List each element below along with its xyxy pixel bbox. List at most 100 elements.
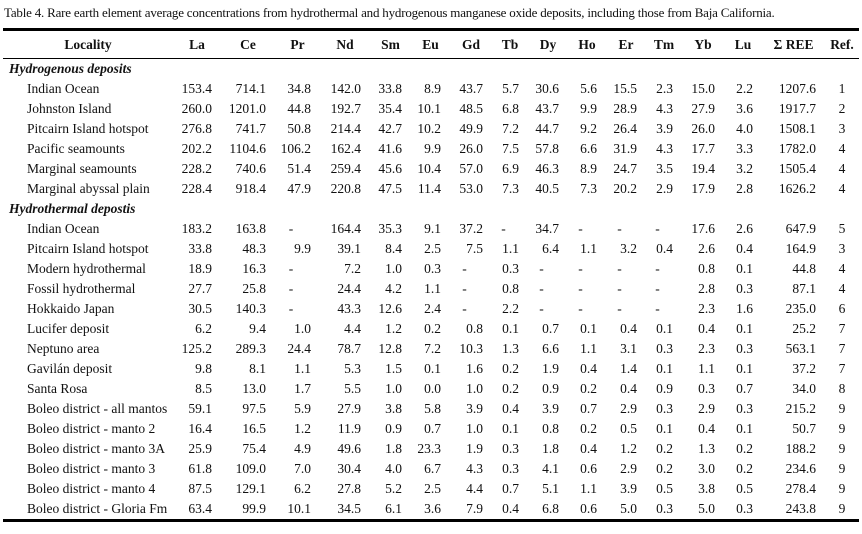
value-cell: 97.5	[242, 401, 266, 416]
value-cell: -	[539, 301, 544, 316]
value-cell: 0.2	[656, 441, 673, 456]
value-cell: 7	[838, 361, 846, 376]
value-cell: 34.7	[535, 221, 559, 236]
value-cell: 5.0	[698, 501, 715, 516]
value-cell: 0.4	[698, 421, 715, 436]
value-cell: 0.3	[656, 401, 673, 416]
value-cell: 0.4	[698, 321, 715, 336]
locality-cell: Boleo district - manto 4	[27, 481, 156, 496]
value-cell: 9	[838, 461, 846, 476]
value-cell: 4.2	[385, 281, 402, 296]
table-row: Neptuno area 125.2 289.3 24.4 78.7 12.8 7.2 10.…	[3, 339, 859, 359]
value-cell: 228.2	[181, 161, 212, 176]
table-row: Indian Ocean 183.2 163.8 - 164.4 35.3 9.1 37.2 -…	[3, 219, 859, 239]
value-cell: 25.8	[242, 281, 266, 296]
column-header: Pr	[275, 29, 320, 59]
locality-cell: Boleo district - Gloria Fm	[27, 501, 168, 516]
value-cell: 106.2	[280, 141, 311, 156]
value-cell: 0.1	[656, 321, 673, 336]
value-cell: 23.3	[417, 441, 441, 456]
value-cell: 7	[838, 321, 846, 336]
column-header: Ref.	[825, 29, 859, 59]
value-cell: 0.2	[736, 461, 753, 476]
value-cell: 39.1	[337, 241, 361, 256]
value-cell: 1.3	[502, 341, 519, 356]
locality-cell: Gavilán deposit	[27, 361, 113, 376]
value-cell: 9.2	[580, 121, 597, 136]
value-cell: 1505.4	[778, 161, 816, 176]
value-cell: 3.9	[466, 401, 483, 416]
table-row: Pitcairn Island hotspot 276.8 741.7 50.8 214…	[3, 119, 859, 139]
value-cell: 714.1	[235, 81, 266, 96]
value-cell: 7.3	[502, 181, 519, 196]
column-header: Tm	[646, 29, 682, 59]
value-cell: 24.4	[337, 281, 361, 296]
value-cell: 163.8	[235, 221, 266, 236]
value-cell: 3.8	[385, 401, 402, 416]
locality-cell: Pacific seamounts	[27, 141, 125, 156]
column-header: Er	[606, 29, 646, 59]
value-cell: 1917.7	[778, 101, 816, 116]
value-cell: 1626.2	[778, 181, 816, 196]
value-cell: 0.2	[502, 361, 519, 376]
value-cell: 15.5	[613, 81, 637, 96]
value-cell: 44.8	[287, 101, 311, 116]
value-cell: 1.1	[294, 361, 311, 376]
table-body: Hydrogenous deposits Indian Ocean 153.4 714…	[3, 59, 859, 521]
value-cell: 0.8	[466, 321, 483, 336]
value-cell: 12.6	[378, 301, 402, 316]
value-cell: 0.3	[656, 341, 673, 356]
value-cell: 3.9	[620, 481, 637, 496]
value-cell: 5.2	[385, 481, 402, 496]
table-row: Johnston Island 260.0 1201.0 44.8 192.7 35.4 1…	[3, 99, 859, 119]
value-cell: 0.9	[656, 381, 673, 396]
value-cell: 2.2	[736, 81, 753, 96]
value-cell: 125.2	[181, 341, 212, 356]
column-header: Eu	[411, 29, 450, 59]
value-cell: 6.4	[542, 241, 559, 256]
value-cell: 7.5	[502, 141, 519, 156]
value-cell: 0.9	[385, 421, 402, 436]
value-cell: 53.0	[459, 181, 483, 196]
value-cell: -	[462, 301, 467, 316]
value-cell: 16.3	[242, 261, 266, 276]
value-cell: 6.8	[542, 501, 559, 516]
value-cell: -	[617, 261, 622, 276]
value-cell: 2.9	[656, 181, 673, 196]
value-cell: 0.8	[502, 281, 519, 296]
locality-cell: Indian Ocean	[27, 81, 100, 96]
value-cell: 563.1	[785, 341, 816, 356]
value-cell: 34.0	[792, 381, 816, 396]
value-cell: 10.1	[417, 101, 441, 116]
locality-cell: Marginal seamounts	[27, 161, 137, 176]
value-cell: 215.2	[785, 401, 816, 416]
value-cell: 87.1	[792, 281, 816, 296]
value-cell: 1782.0	[778, 141, 816, 156]
value-cell: 164.4	[330, 221, 361, 236]
value-cell: 4.3	[656, 101, 673, 116]
value-cell: 0.4	[580, 441, 597, 456]
value-cell: 57.8	[535, 141, 559, 156]
table-row: Indian Ocean 153.4 714.1 34.8 142.0 33.8 8.9 43…	[3, 79, 859, 99]
value-cell: 75.4	[242, 441, 266, 456]
value-cell: 51.4	[287, 161, 311, 176]
value-cell: 26.0	[459, 141, 483, 156]
value-cell: 1.2	[294, 421, 311, 436]
value-cell: 2.9	[698, 401, 715, 416]
value-cell: 0.7	[502, 481, 519, 496]
value-cell: 2	[838, 101, 846, 116]
value-cell: 1.2	[385, 321, 402, 336]
value-cell: 10.2	[417, 121, 441, 136]
value-cell: 0.1	[736, 361, 753, 376]
value-cell: 43.7	[459, 81, 483, 96]
value-cell: 192.7	[330, 101, 361, 116]
value-cell: 3.3	[736, 141, 753, 156]
value-cell: 43.7	[535, 101, 559, 116]
section-heading-row: Hydrogenous deposits	[3, 59, 859, 80]
value-cell: 1	[838, 81, 846, 96]
value-cell: 4	[838, 281, 846, 296]
value-cell: 44.8	[792, 261, 816, 276]
value-cell: 6.2	[195, 321, 212, 336]
value-cell: 162.4	[330, 141, 361, 156]
value-cell: 30.4	[337, 461, 361, 476]
